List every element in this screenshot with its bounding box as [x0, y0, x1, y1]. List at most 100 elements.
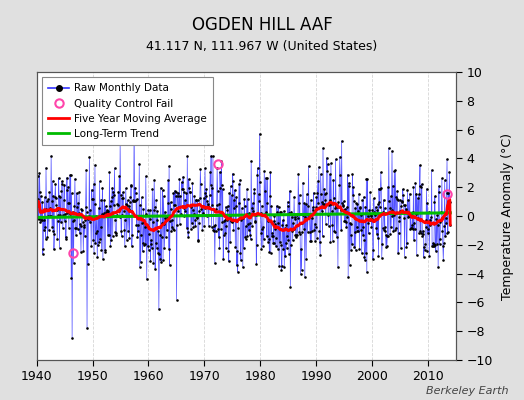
Point: [267, 250, 275, 257]
Point: [427, 220, 435, 226]
Point: [282, 244, 291, 251]
Point: [430, 198, 439, 205]
Point: [225, 258, 233, 264]
Point: [92, 229, 100, 236]
Point: [408, 222, 416, 228]
Point: [230, 227, 238, 233]
Point: [445, 169, 454, 176]
Point: [311, 238, 319, 244]
Point: [179, 186, 187, 192]
Point: [389, 182, 397, 189]
Point: [366, 189, 374, 196]
Point: [268, 232, 277, 239]
Point: [94, 204, 103, 211]
Point: [141, 241, 149, 247]
Point: [234, 200, 243, 206]
Point: [82, 167, 90, 174]
Point: [236, 250, 245, 256]
Point: [34, 173, 42, 180]
Point: [336, 172, 344, 178]
Point: [248, 200, 257, 206]
Point: [308, 228, 316, 234]
Point: [361, 254, 369, 260]
Point: [132, 189, 140, 196]
Point: [237, 216, 246, 223]
Point: [37, 217, 46, 224]
Point: [399, 186, 407, 192]
Point: [52, 207, 61, 213]
Point: [151, 266, 159, 272]
Point: [416, 162, 424, 168]
Point: [125, 206, 133, 212]
Point: [180, 188, 188, 195]
Point: [230, 197, 238, 203]
Point: [294, 170, 302, 177]
Point: [427, 214, 435, 221]
Point: [155, 306, 163, 312]
Point: [293, 214, 302, 221]
Point: [287, 242, 295, 249]
Point: [407, 224, 416, 231]
Point: [165, 246, 173, 252]
Point: [268, 233, 276, 239]
Point: [385, 198, 394, 204]
Point: [133, 196, 141, 202]
Point: [437, 217, 445, 224]
Y-axis label: Temperature Anomaly (°C): Temperature Anomaly (°C): [501, 132, 514, 300]
Point: [302, 256, 310, 262]
Point: [376, 186, 385, 192]
Point: [35, 170, 43, 176]
Point: [115, 208, 123, 214]
Point: [64, 184, 72, 190]
Point: [159, 193, 168, 199]
Point: [351, 229, 359, 236]
Point: [41, 235, 50, 242]
Point: [307, 197, 315, 203]
Point: [137, 232, 145, 238]
Point: [189, 207, 197, 214]
Point: [336, 206, 345, 213]
Point: [130, 198, 139, 204]
Point: [160, 244, 169, 251]
Point: [56, 194, 64, 200]
Point: [157, 184, 165, 191]
Point: [305, 229, 314, 235]
Point: [149, 206, 158, 213]
Point: [119, 189, 127, 195]
Point: [292, 232, 301, 239]
Point: [348, 171, 356, 178]
Point: [297, 271, 305, 277]
Point: [413, 210, 421, 216]
Point: [121, 217, 129, 223]
Point: [382, 232, 390, 238]
Point: [164, 177, 172, 184]
Point: [244, 196, 252, 202]
Point: [201, 205, 210, 212]
Point: [200, 194, 208, 201]
Point: [99, 212, 107, 218]
Point: [113, 212, 121, 218]
Point: [40, 227, 48, 233]
Point: [289, 226, 298, 232]
Point: [54, 212, 62, 218]
Point: [257, 230, 265, 236]
Point: [96, 224, 105, 231]
Point: [56, 212, 64, 218]
Point: [85, 219, 94, 225]
Point: [350, 244, 358, 250]
Point: [301, 201, 310, 207]
Point: [311, 224, 320, 230]
Point: [429, 241, 438, 248]
Point: [301, 214, 310, 220]
Point: [238, 205, 246, 212]
Point: [428, 167, 436, 173]
Point: [320, 185, 329, 192]
Point: [191, 197, 200, 203]
Point: [101, 246, 109, 253]
Point: [190, 193, 199, 200]
Point: [211, 222, 220, 228]
Point: [378, 225, 387, 231]
Point: [373, 231, 381, 237]
Point: [316, 171, 325, 177]
Point: [40, 194, 49, 200]
